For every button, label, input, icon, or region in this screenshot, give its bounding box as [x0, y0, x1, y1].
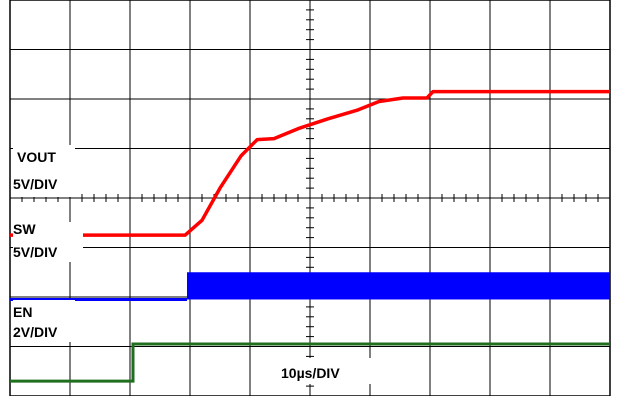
traces [10, 89, 610, 383]
en-label: EN [13, 304, 32, 320]
sw-trace-switching [187, 272, 610, 300]
en-scale-label: 2V/DIV [13, 324, 58, 340]
vout-label: VOUT [17, 149, 56, 165]
channel-labels: VOUT 5V/DIV SW 5V/DIV EN 2V/DIV 10µs/DIV [13, 145, 393, 384]
timebase-label: 10µs/DIV [281, 365, 340, 381]
grid [10, 0, 610, 396]
en-trace [10, 342, 610, 383]
vout-scale-label: 5V/DIV [13, 176, 58, 192]
vout-trace [10, 89, 610, 237]
sw-label: SW [13, 221, 36, 237]
sw-scale-label: 5V/DIV [13, 244, 58, 260]
